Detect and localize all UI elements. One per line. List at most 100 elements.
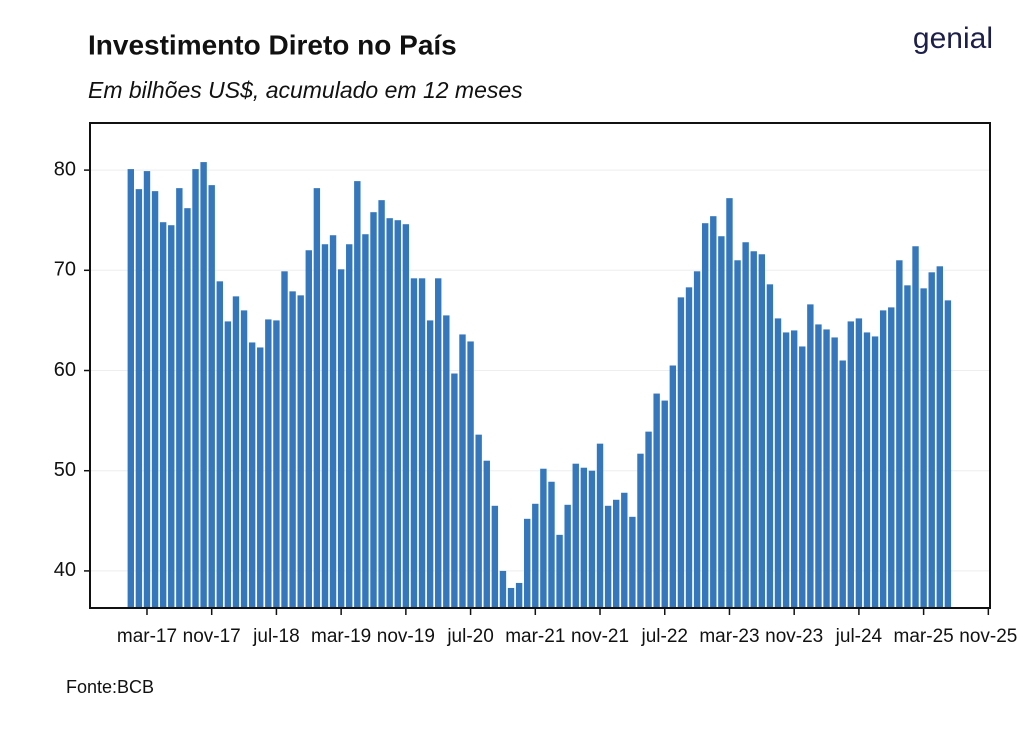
bar	[580, 467, 588, 608]
bar	[265, 319, 272, 608]
bar	[208, 185, 215, 608]
x-tick-label: jul-22	[640, 626, 687, 647]
bar	[790, 330, 798, 608]
bar	[774, 318, 782, 608]
bar	[151, 191, 159, 608]
x-tick-label: mar-19	[311, 626, 371, 647]
x-tick-label: nov-17	[183, 626, 241, 647]
bar	[515, 582, 523, 608]
bar	[232, 296, 240, 608]
bar	[540, 468, 547, 608]
bar	[532, 503, 539, 608]
bar	[176, 188, 183, 609]
bar	[718, 236, 725, 609]
bar	[257, 347, 264, 608]
bar	[710, 216, 717, 609]
bar	[596, 443, 604, 608]
bar	[184, 208, 191, 609]
bar	[693, 271, 701, 608]
x-tick-label: nov-23	[765, 626, 823, 647]
bar	[329, 235, 337, 609]
bar	[928, 272, 935, 608]
bar	[451, 373, 458, 608]
bar	[839, 360, 846, 608]
bar	[556, 534, 563, 608]
bar	[807, 304, 814, 608]
bar	[200, 162, 207, 609]
x-tick-label: jul-18	[252, 626, 299, 647]
bar	[321, 244, 329, 608]
bar	[701, 223, 709, 608]
chart-subtitle: Em bilhões US$, acumulado em 12 meses	[88, 77, 523, 103]
bar	[418, 278, 426, 608]
bar	[426, 320, 434, 608]
bar	[815, 324, 822, 608]
bar	[499, 570, 507, 608]
bar	[750, 251, 757, 608]
bar	[847, 321, 855, 608]
bar	[524, 518, 531, 608]
y-tick-label: 50	[54, 459, 76, 481]
source: Fonte:BCB	[66, 677, 154, 697]
x-tick-label: mar-23	[699, 626, 759, 647]
chart-title: Investimento Direto no País	[88, 29, 457, 60]
bar	[888, 307, 895, 608]
bar	[410, 278, 418, 608]
bar	[216, 281, 223, 608]
y-tick-label: 70	[54, 259, 76, 281]
bar	[386, 218, 393, 608]
x-tick-label: nov-19	[377, 626, 435, 647]
bar	[604, 505, 612, 608]
bar	[613, 499, 620, 608]
x-tick-label: jul-20	[446, 626, 493, 647]
bar	[459, 334, 466, 608]
bar	[378, 200, 385, 608]
bar	[143, 171, 151, 608]
bar	[370, 212, 377, 608]
bar	[135, 189, 143, 609]
bar	[491, 505, 499, 608]
bar	[896, 260, 903, 608]
bar	[653, 393, 660, 608]
bar	[362, 234, 369, 608]
x-tick-label: mar-21	[505, 626, 565, 647]
bar	[127, 169, 134, 609]
bar	[904, 285, 911, 608]
bar	[402, 224, 410, 608]
y-tick-label: 40	[54, 559, 76, 581]
bar	[354, 181, 361, 609]
bar	[297, 295, 304, 608]
bar	[871, 336, 879, 608]
bar	[936, 266, 943, 608]
bar	[637, 453, 644, 608]
bar	[289, 291, 296, 608]
x-tick-label: mar-17	[117, 626, 177, 647]
bar	[281, 271, 288, 608]
bar	[879, 310, 887, 608]
x-tick-label: nov-21	[571, 626, 629, 647]
bar	[621, 492, 628, 608]
bar	[337, 269, 345, 608]
bar	[782, 332, 790, 608]
bar	[766, 284, 774, 608]
bar	[435, 278, 442, 608]
x-tick-label: jul-24	[835, 626, 883, 647]
bar	[661, 400, 668, 608]
bar	[572, 463, 579, 608]
bar	[394, 220, 401, 608]
bar	[248, 342, 256, 608]
bar	[920, 288, 927, 608]
bar	[240, 310, 248, 608]
y-tick-label: 80	[54, 158, 76, 180]
bar	[548, 481, 555, 608]
bar	[564, 504, 571, 608]
bar	[313, 188, 321, 609]
bar	[742, 242, 749, 609]
plot-frame	[89, 122, 991, 609]
bar	[645, 431, 652, 608]
bar	[685, 287, 693, 608]
bar	[305, 250, 312, 608]
logo: genial	[913, 22, 993, 55]
bar	[677, 297, 685, 608]
